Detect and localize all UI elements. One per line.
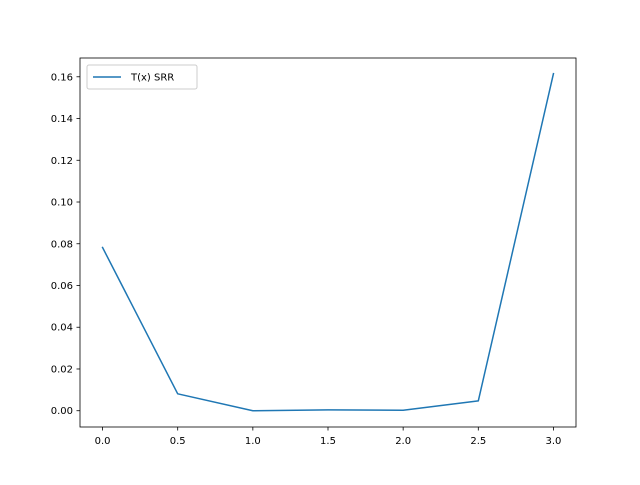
y-tick-label: 0.10 [51, 198, 73, 209]
y-tick-label: 0.16 [51, 72, 73, 83]
y-tick-label: 0.08 [51, 239, 73, 250]
y-tick-label: 0.04 [51, 323, 73, 334]
x-tick-label: 3.0 [546, 436, 562, 447]
x-tick-label: 1.5 [320, 436, 336, 447]
x-tick-label: 0.0 [95, 436, 111, 447]
y-tick-label: 0.06 [51, 281, 73, 292]
x-tick-label: 2.0 [395, 436, 411, 447]
y-tick-label: 0.02 [51, 364, 73, 375]
y-tick-label: 0.00 [51, 406, 73, 417]
x-tick-label: 0.5 [170, 436, 186, 447]
legend: T(x) SRR [87, 65, 197, 89]
y-tick-label: 0.14 [51, 114, 73, 125]
x-tick-label: 1.0 [245, 436, 261, 447]
legend-label: T(x) SRR [130, 73, 174, 84]
x-tick-label: 2.5 [470, 436, 486, 447]
y-tick-label: 0.12 [51, 156, 73, 167]
